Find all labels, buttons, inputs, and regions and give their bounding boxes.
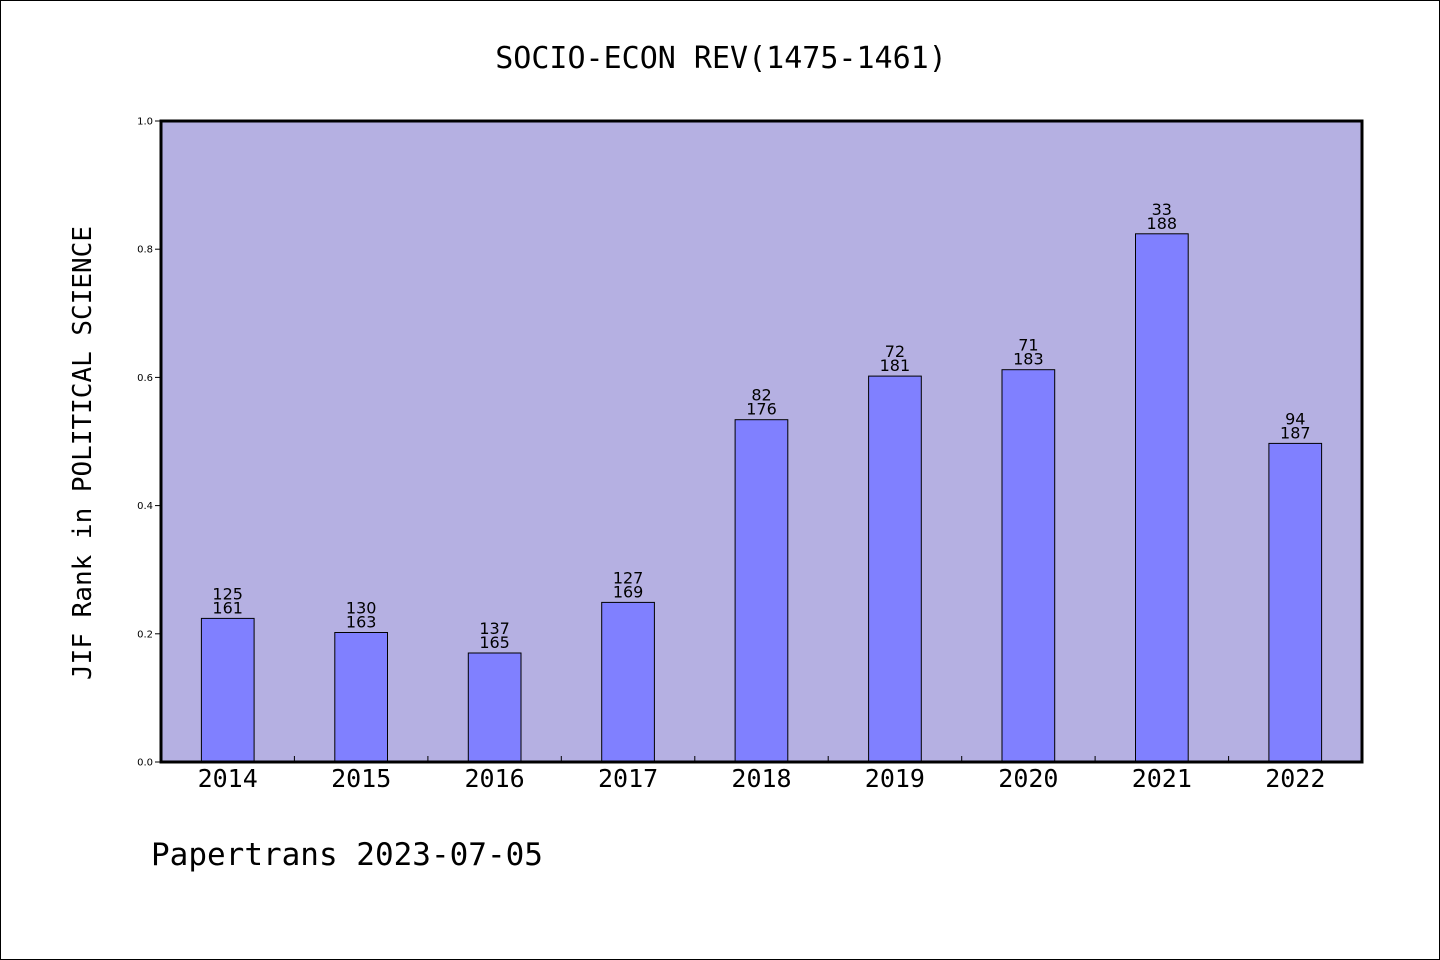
x-tick-label: 2014: [198, 764, 258, 793]
chart-title: SOCIO-ECON REV(1475-1461): [495, 41, 947, 76]
bars-group: [200, 233, 1323, 763]
bar-rank-label: 72: [885, 342, 905, 361]
bar-total-label: 187: [1280, 423, 1311, 442]
bar-rank-label: 71: [1018, 336, 1038, 355]
y-tick-label: 0.0: [137, 758, 153, 769]
bar-2014: [200, 617, 255, 763]
bar-2019: [868, 375, 922, 763]
bar-rank-label: 137: [479, 619, 510, 638]
bar-total-label: 176: [746, 400, 777, 419]
y-tick-label: 0.4: [137, 501, 153, 512]
bar-rank-label: 130: [346, 599, 377, 618]
bar-2016: [467, 652, 522, 763]
bar-2022: [1268, 442, 1323, 763]
x-tick-label: 2022: [1265, 764, 1325, 793]
footer-credit: Papertrans 2023-07-05: [151, 837, 543, 873]
bar-rank-label: 33: [1152, 200, 1172, 219]
bar-total-label: 163: [346, 613, 377, 632]
y-tick-label: 0.2: [137, 629, 153, 640]
x-tick-label: 2015: [331, 764, 391, 793]
bar-total-label: 169: [613, 582, 644, 601]
bar-rank-label: 127: [613, 568, 644, 587]
bar-total-label: 161: [212, 598, 243, 617]
y-axis-ticks: 0.0 0.2 0.4 0.6 0.8 1.0: [137, 117, 161, 769]
y-axis-label: JIF Rank in POLITICAL SCIENCE: [68, 226, 98, 680]
bar-rank-label: 125: [212, 584, 243, 603]
bar-total-label: 181: [880, 356, 911, 375]
x-tick-label: 2016: [464, 764, 524, 793]
x-axis-ticks: 2014 2015 2016 2017 2018 2019 2020 2021 2022: [198, 756, 1325, 793]
bar-total-label: 188: [1147, 214, 1178, 233]
bar-2018: [734, 419, 789, 763]
x-tick-label: 2017: [598, 764, 658, 793]
bar-total-label: 165: [479, 633, 510, 652]
x-tick-label: 2018: [731, 764, 791, 793]
bar-2020: [1001, 369, 1056, 763]
y-tick-label: 0.6: [137, 373, 153, 384]
bar-2017: [601, 601, 655, 763]
x-tick-label: 2020: [998, 764, 1058, 793]
x-tick-label: 2021: [1132, 764, 1192, 793]
bar-total-label: 183: [1013, 350, 1044, 369]
bar-2015: [334, 632, 388, 763]
bar-rank-label: 82: [751, 386, 771, 405]
y-tick-label: 1.0: [137, 117, 153, 128]
bar-rank-label: 94: [1285, 409, 1305, 428]
x-tick-label: 2019: [865, 764, 925, 793]
plot-border: [159, 119, 1364, 764]
y-tick-label: 0.8: [137, 245, 153, 256]
bar-2021: [1135, 233, 1189, 763]
